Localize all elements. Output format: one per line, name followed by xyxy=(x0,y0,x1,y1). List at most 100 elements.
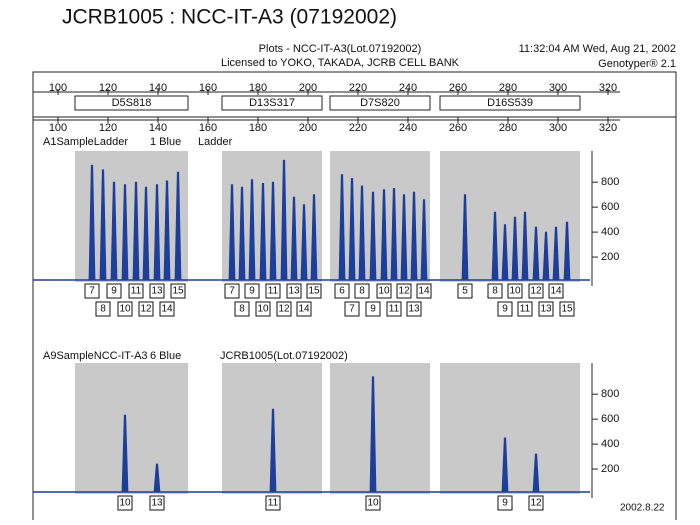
date-stamp: 2002.8.22 xyxy=(620,503,665,514)
peak xyxy=(532,453,540,493)
allele-box xyxy=(234,301,250,317)
ruler-label: 180 xyxy=(249,122,267,134)
peak xyxy=(290,196,298,281)
allele-label: 7 xyxy=(89,286,95,297)
ruler-label: 260 xyxy=(449,82,467,94)
peak xyxy=(400,194,408,281)
peak xyxy=(110,181,118,281)
allele-label: 8 xyxy=(100,304,106,315)
allele-label: 12 xyxy=(140,304,152,315)
allele-label: 9 xyxy=(502,498,508,509)
allele-box xyxy=(84,283,100,299)
allele-box xyxy=(457,283,473,299)
allele-label: 13 xyxy=(540,304,552,315)
allele-label: 8 xyxy=(239,304,245,315)
marker-name: D13S317 xyxy=(249,97,295,109)
height-label: 600 xyxy=(601,201,619,213)
height-label: 400 xyxy=(601,438,619,450)
ruler-label: 140 xyxy=(149,82,167,94)
allele-label: 13 xyxy=(151,286,163,297)
ruler-label: 260 xyxy=(449,122,467,134)
ruler-label: 160 xyxy=(199,82,217,94)
peak xyxy=(461,194,469,281)
allele-label: 14 xyxy=(418,286,430,297)
panel-note: JCRB1005(Lot.07192002) xyxy=(220,350,348,362)
marker-box xyxy=(74,95,189,111)
allele-box xyxy=(559,301,575,317)
allele-label: 10 xyxy=(509,286,521,297)
sample-name: A1SampleLadder xyxy=(43,136,128,148)
allele-box xyxy=(170,283,186,299)
peak xyxy=(491,211,499,281)
plot-title: Plots - NCC-IT-A3(Lot.07192002) xyxy=(259,43,422,55)
allele-box xyxy=(296,301,312,317)
ruler-label: 320 xyxy=(599,82,617,94)
allele-label: 10 xyxy=(257,304,269,315)
marker-box xyxy=(439,95,581,111)
height-label: 800 xyxy=(601,388,619,400)
allele-box xyxy=(487,283,503,299)
peak xyxy=(390,188,398,281)
marker-region xyxy=(440,363,580,494)
allele-label: 7 xyxy=(349,304,355,315)
allele-label: 15 xyxy=(308,286,320,297)
allele-label: 7 xyxy=(229,286,235,297)
peak xyxy=(310,194,318,281)
allele-box xyxy=(528,283,544,299)
ruler-label: 320 xyxy=(599,122,617,134)
marker-box xyxy=(329,95,431,111)
allele-label: 10 xyxy=(119,498,131,509)
height-label: 400 xyxy=(601,226,619,238)
allele-box xyxy=(416,283,432,299)
peak xyxy=(358,185,366,281)
peak xyxy=(153,463,161,493)
ruler-label: 200 xyxy=(299,82,317,94)
allele-label: 9 xyxy=(502,304,508,315)
peak xyxy=(369,376,377,493)
allele-box xyxy=(334,283,350,299)
allele-box xyxy=(548,283,564,299)
peak xyxy=(269,408,277,493)
allele-box xyxy=(538,301,554,317)
allele-box xyxy=(159,301,175,317)
allele-box xyxy=(344,301,360,317)
peak xyxy=(563,221,571,281)
ruler-label: 280 xyxy=(499,122,517,134)
peak xyxy=(280,159,288,281)
ruler-label: 220 xyxy=(349,122,367,134)
allele-label: 12 xyxy=(398,286,410,297)
page-title: JCRB1005 : NCC-IT-A3 (07192002) xyxy=(62,6,397,29)
peak xyxy=(99,169,107,281)
allele-box xyxy=(117,301,133,317)
allele-box xyxy=(507,283,523,299)
allele-label: 10 xyxy=(119,304,131,315)
height-label: 600 xyxy=(601,413,619,425)
panel-note: Ladder xyxy=(198,136,233,148)
allele-label: 8 xyxy=(359,286,365,297)
allele-label: 9 xyxy=(111,286,117,297)
peak xyxy=(542,231,550,281)
peak xyxy=(348,178,356,281)
allele-label: 15 xyxy=(172,286,184,297)
peak xyxy=(380,189,388,281)
marker-name: D16S539 xyxy=(487,97,533,109)
allele-label: 11 xyxy=(520,304,531,315)
allele-label: 14 xyxy=(550,286,562,297)
allele-box xyxy=(138,301,154,317)
allele-label: 14 xyxy=(298,304,310,315)
allele-box xyxy=(265,495,281,511)
ruler-label: 160 xyxy=(199,122,217,134)
allele-box xyxy=(497,495,513,511)
allele-label: 11 xyxy=(268,286,279,297)
ruler-label: 100 xyxy=(49,122,67,134)
marker-region xyxy=(330,363,430,494)
peak xyxy=(420,199,428,281)
ruler-label: 240 xyxy=(399,122,417,134)
peak xyxy=(532,226,540,281)
peak xyxy=(121,414,129,493)
allele-box xyxy=(517,301,533,317)
license: Licensed to YOKO, TAKADA, JCRB CELL BANK xyxy=(221,57,460,69)
ruler-label: 120 xyxy=(99,122,117,134)
peak xyxy=(269,181,277,281)
frame xyxy=(32,71,677,525)
